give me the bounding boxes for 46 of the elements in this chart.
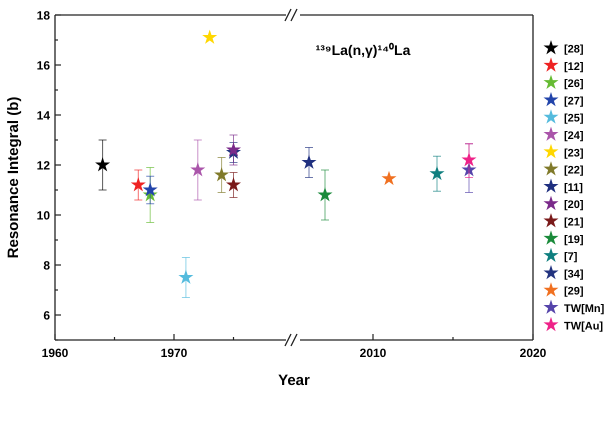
legend-label: [26] <box>564 78 584 90</box>
point <box>226 142 242 156</box>
legend-label: TW[Mn] <box>564 303 605 315</box>
y-tick-label: 8 <box>43 258 50 272</box>
legend-label: [34] <box>564 268 584 280</box>
legend-label: [24] <box>564 130 584 142</box>
y-tick-label: 12 <box>36 158 50 172</box>
x-tick-label: 2020 <box>520 346 547 360</box>
point <box>142 182 158 196</box>
point <box>190 162 206 176</box>
legend-label: [21] <box>564 216 584 228</box>
text: ¹³⁹La(n,γ)¹⁴⁰La <box>316 42 411 58</box>
x-tick-label: 2010 <box>360 346 387 360</box>
x-axis-title: Year <box>278 372 310 389</box>
point <box>461 152 477 166</box>
legend-label: [25] <box>564 112 584 125</box>
point <box>226 177 242 192</box>
y-axis-title: Resonance Integral (b) <box>5 96 22 258</box>
point <box>178 270 194 284</box>
legend-label: [12] <box>564 60 584 73</box>
legend-label: [22] <box>564 164 584 177</box>
legend-label: [11] <box>564 182 584 194</box>
y-tick-label: 6 <box>43 308 50 322</box>
legend-label: TW[Au] <box>564 320 604 332</box>
point <box>301 154 317 169</box>
point <box>461 162 477 176</box>
point <box>381 170 397 186</box>
legend-label: [23] <box>564 147 584 160</box>
x-tick-label: 1970 <box>160 346 188 360</box>
y-tick-label: 14 <box>36 108 50 122</box>
legend-label: [28] <box>564 44 584 56</box>
x-tick-label: 1960 <box>42 346 69 360</box>
y-tick-label: 10 <box>36 208 50 222</box>
point <box>214 167 230 182</box>
point <box>130 177 146 192</box>
y-tick-label: 18 <box>36 8 50 22</box>
point <box>95 157 110 172</box>
point <box>429 166 445 180</box>
y-tick-label: 16 <box>36 58 50 72</box>
legend-label: [27] <box>564 95 584 108</box>
point <box>202 30 218 44</box>
legend-label: [20] <box>564 199 584 212</box>
legend-label: [29] <box>564 286 584 298</box>
point <box>317 187 333 202</box>
legend-label: [19] <box>564 234 584 246</box>
legend-label: [7] <box>564 251 578 264</box>
